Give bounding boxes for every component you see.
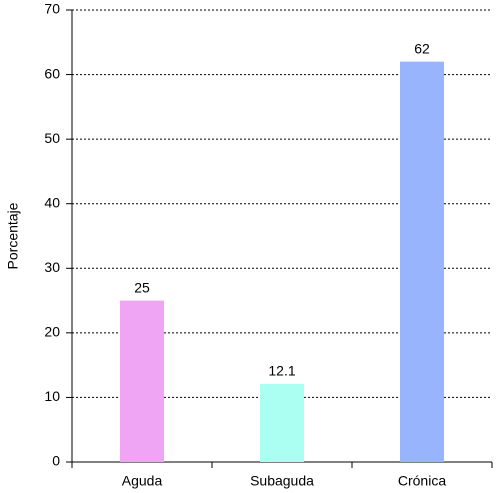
x-tick-label: Aguda (122, 473, 163, 489)
y-tick-label: 40 (44, 194, 60, 210)
data-label: 25 (134, 279, 150, 295)
x-tick-label: Crónica (398, 473, 446, 489)
data-label: 12.1 (268, 363, 295, 379)
y-tick-label: 50 (44, 130, 60, 146)
data-label: 62 (414, 40, 430, 56)
y-tick-label: 30 (44, 259, 60, 275)
y-tick-label: 60 (44, 65, 60, 81)
y-axis-title: Porcentaje (5, 202, 21, 269)
y-tick-label: 10 (44, 388, 60, 404)
bar (260, 383, 304, 462)
y-tick-label: 70 (44, 1, 60, 17)
x-tick-label: Subaguda (250, 473, 314, 489)
y-tick-label: 0 (52, 453, 60, 469)
bar (120, 300, 164, 462)
y-tick-label: 20 (44, 324, 60, 340)
bar (400, 61, 444, 463)
